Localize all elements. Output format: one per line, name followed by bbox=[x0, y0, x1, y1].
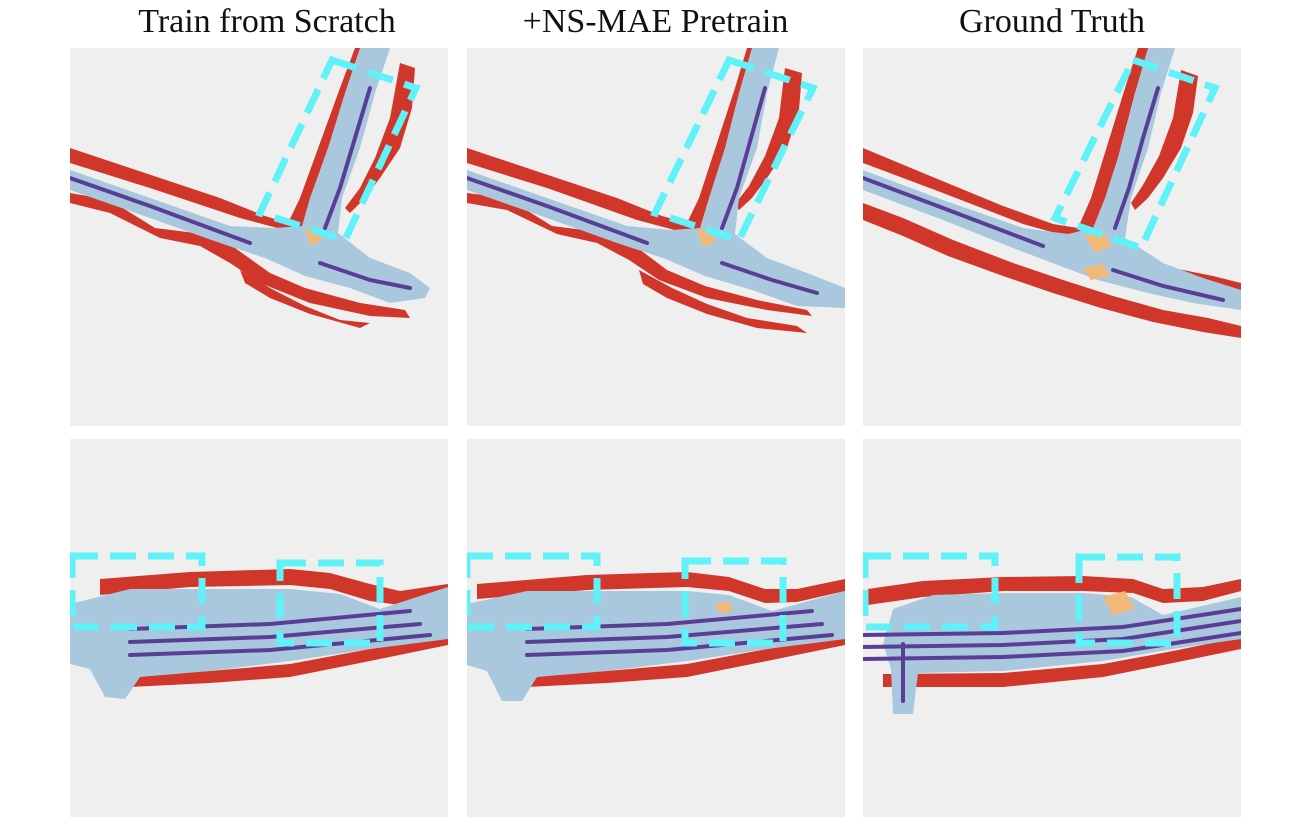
highlight-box bbox=[467, 552, 601, 631]
road-boundary bbox=[345, 63, 415, 213]
road-surface bbox=[863, 48, 1241, 310]
lane-divider bbox=[128, 622, 422, 644]
highlight-box bbox=[1050, 55, 1220, 253]
crossing-area bbox=[715, 601, 733, 614]
highlight-box bbox=[70, 552, 206, 631]
lane-divider bbox=[720, 86, 767, 230]
bev-map-row1-scratch bbox=[70, 48, 448, 426]
road-boundary bbox=[883, 637, 1241, 687]
bev-map-row2-scratch bbox=[70, 439, 448, 817]
crossing-area bbox=[1085, 231, 1111, 253]
lane-divider bbox=[323, 86, 372, 230]
road-boundary bbox=[100, 569, 448, 605]
lane-divider bbox=[863, 176, 1045, 248]
road-boundary bbox=[130, 634, 448, 687]
column-title-ground-truth: Ground Truth bbox=[958, 3, 1146, 40]
road-surface bbox=[467, 48, 845, 308]
panel-row2-ground-truth bbox=[863, 439, 1241, 817]
lane-divider bbox=[525, 633, 834, 657]
crossing-area bbox=[1103, 591, 1135, 615]
road-boundary bbox=[70, 48, 370, 230]
highlight-box bbox=[276, 559, 384, 647]
lane-divider bbox=[467, 176, 649, 245]
road-boundary bbox=[240, 270, 370, 328]
panel-row2-ns-mae-pretrain bbox=[467, 439, 845, 817]
road-boundary bbox=[1131, 70, 1198, 210]
crossing-area bbox=[1083, 264, 1111, 280]
lane-divider bbox=[1113, 86, 1160, 230]
road-boundary bbox=[467, 48, 762, 232]
highlight-box bbox=[255, 55, 421, 245]
panel-row2-train-from-scratch bbox=[70, 439, 448, 817]
bev-map-row2-ns-mae bbox=[467, 439, 845, 817]
lane-divider bbox=[1111, 268, 1225, 302]
road-boundary bbox=[477, 572, 845, 603]
panel-row1-ns-mae-pretrain bbox=[467, 48, 845, 426]
lane-divider bbox=[863, 607, 1241, 637]
road-boundary bbox=[868, 576, 1241, 605]
road-boundary bbox=[70, 193, 410, 318]
road-boundary bbox=[863, 203, 1241, 338]
lane-divider bbox=[863, 619, 1241, 649]
road-surface bbox=[70, 48, 430, 303]
highlight-box bbox=[1075, 553, 1181, 647]
road-boundary bbox=[527, 635, 845, 687]
lane-divider bbox=[863, 631, 1241, 661]
highlight-box bbox=[681, 557, 787, 647]
lane-divider bbox=[525, 622, 824, 644]
bev-map-row1-ground-truth bbox=[863, 48, 1241, 426]
highlight-box bbox=[863, 552, 999, 631]
column-title-train-from-scratch: Train from Scratch bbox=[138, 3, 396, 40]
lane-divider bbox=[70, 176, 252, 245]
panel-row1-ground-truth bbox=[863, 48, 1241, 426]
highlight-box bbox=[650, 55, 818, 245]
lane-divider bbox=[525, 609, 814, 631]
road-boundary bbox=[467, 193, 812, 316]
bev-map-row1-ns-mae bbox=[467, 48, 845, 426]
road-boundary bbox=[735, 68, 802, 210]
road-boundary bbox=[639, 270, 807, 333]
lane-divider bbox=[128, 609, 412, 631]
lane-divider bbox=[318, 261, 412, 290]
lane-divider bbox=[720, 261, 819, 295]
panel-row1-train-from-scratch bbox=[70, 48, 448, 426]
bev-map-row2-ground-truth bbox=[863, 439, 1241, 817]
column-title-ns-mae-pretrain: +NS-MAE Pretrain bbox=[522, 3, 789, 40]
